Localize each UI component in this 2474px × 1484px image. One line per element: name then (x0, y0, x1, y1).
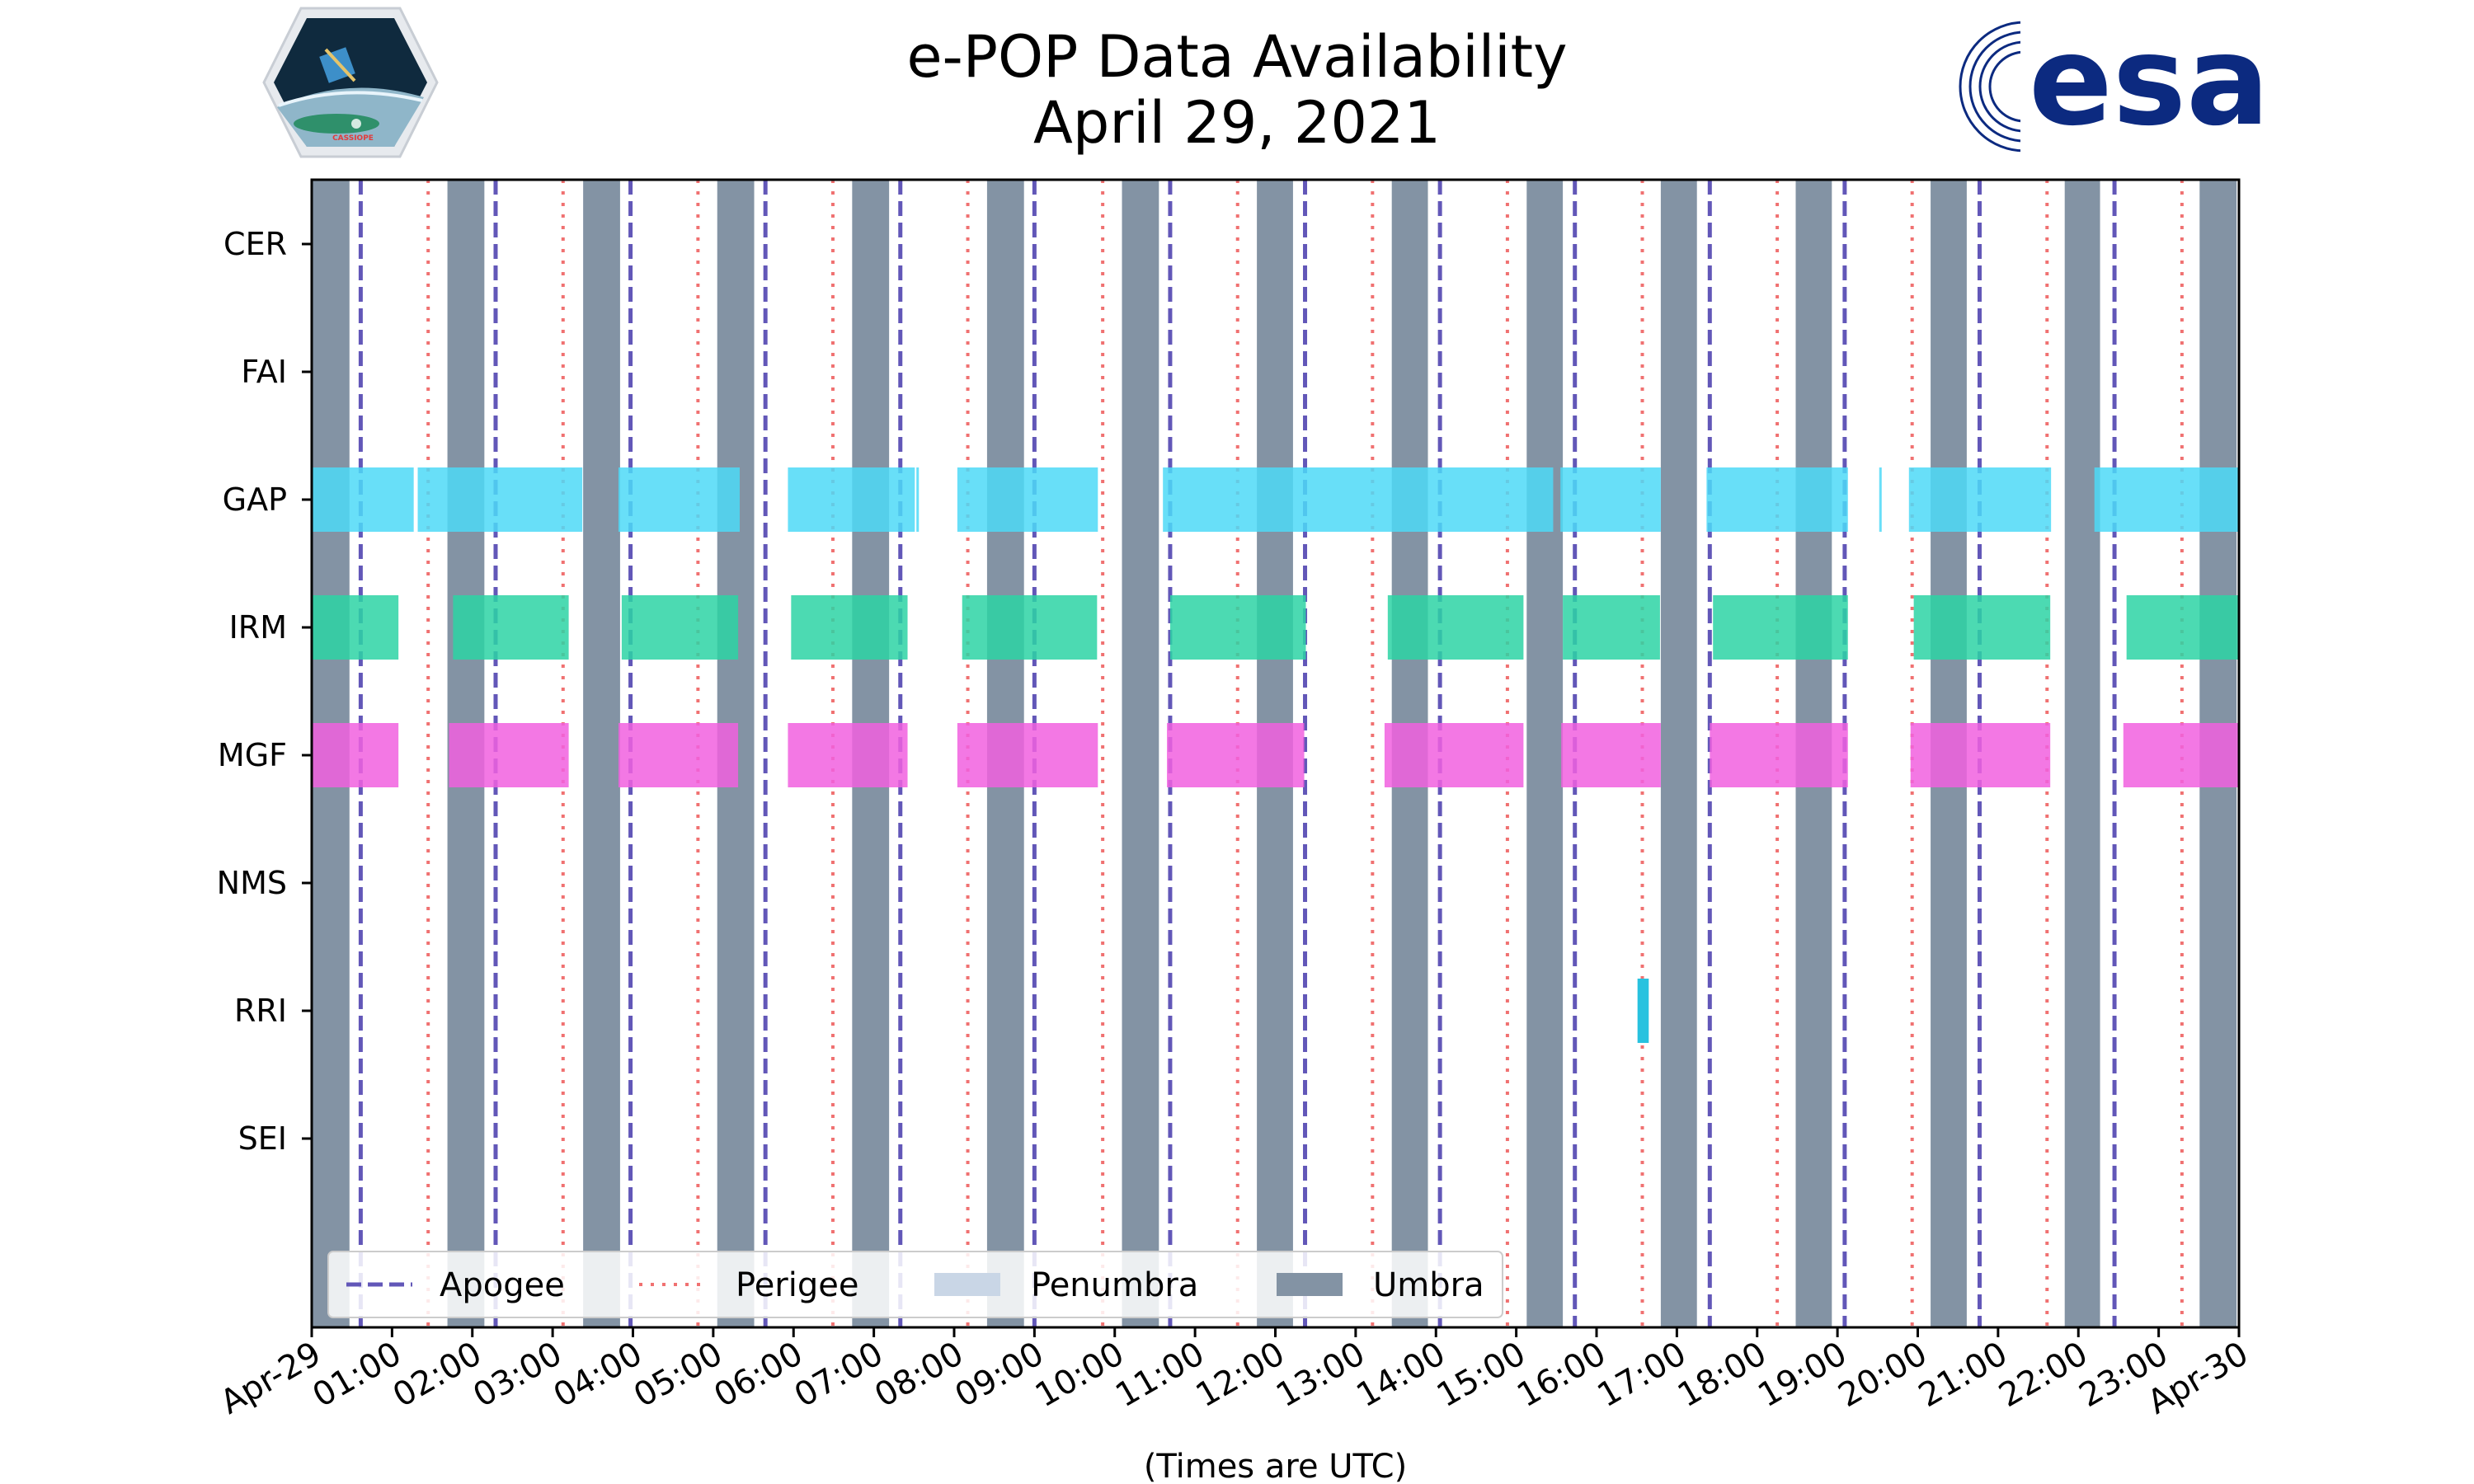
y-tick-label-gap: GAP (223, 481, 287, 518)
mgf-availability-bar (618, 723, 739, 787)
x-tick-label: 11:00 (1109, 1335, 1211, 1415)
x-tick-label: 10:00 (1029, 1335, 1131, 1415)
gap-availability-bar (312, 467, 414, 532)
y-tick-label-nms: NMS (217, 865, 287, 901)
umbra-band (1122, 180, 1159, 1327)
gap-availability-bar (417, 467, 583, 532)
x-tick-label: 01:00 (307, 1335, 408, 1415)
mgf-availability-bar (312, 723, 399, 787)
irm-availability-bar (1713, 595, 1848, 660)
x-tick-label: 07:00 (788, 1335, 890, 1415)
esa-logo-text: esa (2029, 10, 2269, 153)
legend-penumbra-swatch (934, 1273, 1000, 1296)
x-tick-label: 05:00 (628, 1335, 729, 1415)
mgf-availability-bar (1561, 723, 1661, 787)
x-tick-label: 15:00 (1431, 1335, 1532, 1415)
mgf-availability-bar (2123, 723, 2239, 787)
y-tick-label-sei: SEI (238, 1120, 287, 1157)
gap-availability-bar (1879, 467, 1882, 532)
legend-box (327, 1251, 1503, 1318)
mgf-availability-bar (1167, 723, 1305, 787)
x-tick-label: 21:00 (1912, 1335, 2014, 1415)
x-tick-label: 14:00 (1350, 1335, 1451, 1415)
chart-title: e-POP Data Availability (906, 23, 1568, 91)
x-tick-label: 20:00 (1832, 1335, 1934, 1415)
gap-availability-bar (618, 467, 741, 532)
irm-availability-bar (453, 595, 569, 660)
irm-availability-bar (1387, 595, 1524, 660)
y-tick-label-mgf: MGF (218, 737, 287, 773)
x-tick-label: 22:00 (1992, 1335, 2094, 1415)
x-tick-label: 13:00 (1270, 1335, 1371, 1415)
umbra-band (1660, 180, 1697, 1327)
cassiope-logo-text: CASSIOPE (332, 134, 374, 143)
x-tick-label: 18:00 (1672, 1335, 1773, 1415)
legend-label-perigee: Perigee (736, 1266, 858, 1304)
umbra-band (2064, 180, 2100, 1327)
x-tick-label: 04:00 (548, 1335, 649, 1415)
mgf-availability-bar (449, 723, 569, 787)
x-tick-label: 17:00 (1592, 1335, 1693, 1415)
x-tick-label: 16:00 (1511, 1335, 1612, 1415)
irm-availability-bar (1563, 595, 1660, 660)
irm-availability-bar (791, 595, 908, 660)
irm-availability-bar (621, 595, 739, 660)
x-tick-label: 03:00 (467, 1335, 568, 1415)
y-tick-label-rri: RRI (234, 993, 287, 1029)
y-tick-label-irm: IRM (229, 609, 287, 646)
irm-availability-bar (2126, 595, 2239, 660)
irm-availability-bar (1169, 595, 1306, 660)
umbra-band (583, 180, 620, 1327)
x-tick-label: 06:00 (708, 1335, 809, 1415)
x-tick-label: 08:00 (868, 1335, 970, 1415)
rri-availability-bar (1637, 979, 1649, 1043)
gap-availability-bar (2094, 467, 2239, 532)
x-tick-label: 19:00 (1752, 1335, 1853, 1415)
gap-availability-bar (916, 467, 920, 532)
x-axis-label: (Times are UTC) (1144, 1448, 1407, 1484)
irm-availability-bar (962, 595, 1098, 660)
legend-label-umbra: Umbra (1373, 1266, 1484, 1304)
mgf-availability-bar (788, 723, 908, 787)
cassiope-mission-logo: CASSIOPE (262, 7, 439, 158)
umbra-band (1526, 180, 1564, 1327)
legend-umbra-swatch (1277, 1273, 1343, 1296)
gap-availability-bar (1706, 467, 1848, 532)
legend-label-penumbra: Penumbra (1031, 1266, 1198, 1304)
esa-logo: esa (1959, 10, 2269, 157)
y-tick-label-cer: CER (223, 226, 287, 262)
irm-availability-bar (1913, 595, 2051, 660)
x-tick-label: Apr-29 (214, 1335, 327, 1422)
chart-subtitle-date: April 29, 2021 (1033, 89, 1441, 157)
x-tick-label: 02:00 (387, 1335, 488, 1415)
x-tick-label: 09:00 (949, 1335, 1051, 1415)
legend-label-apogee: Apogee (440, 1266, 565, 1304)
y-tick-label-fai: FAI (241, 354, 287, 390)
gap-availability-bar (1163, 467, 1554, 532)
mgf-availability-bar (957, 723, 1098, 787)
legend: Apogee Perigee Penumbra Umbra (327, 1251, 1503, 1318)
mgf-availability-bar (1384, 723, 1524, 787)
gap-availability-bar (1560, 467, 1661, 532)
x-tick-label: 12:00 (1190, 1335, 1291, 1415)
gap-availability-bar (957, 467, 1098, 532)
mgf-availability-bar (1910, 723, 2051, 787)
irm-availability-bar (312, 595, 399, 660)
gap-availability-bar (1908, 467, 2052, 532)
gap-availability-bar (788, 467, 915, 532)
mgf-availability-bar (1710, 723, 1848, 787)
